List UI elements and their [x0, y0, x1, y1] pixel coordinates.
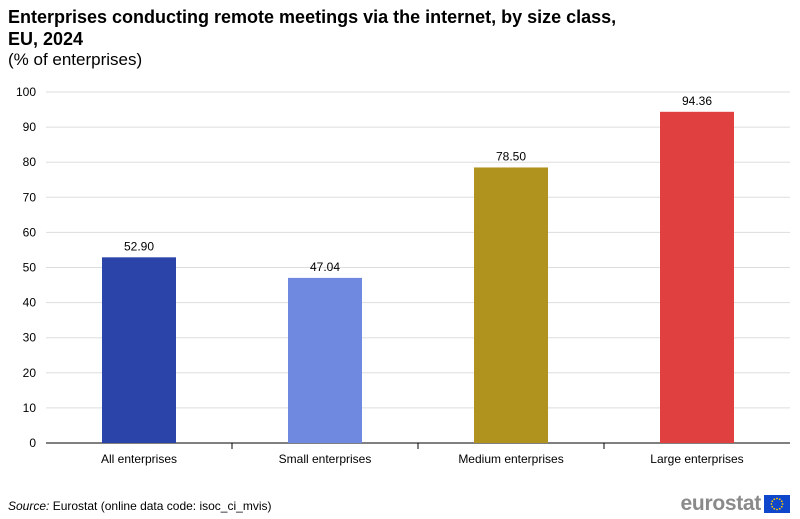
eu-flag-icon [764, 495, 790, 513]
bar [102, 257, 176, 443]
flag-star [780, 500, 783, 503]
chart-subtitle: (% of enterprises) [8, 50, 143, 69]
y-tick-label: 100 [16, 85, 36, 99]
data-label: 78.50 [496, 149, 526, 163]
data-label: 47.04 [310, 260, 340, 274]
bar [474, 167, 548, 443]
y-tick-label: 30 [23, 331, 37, 345]
flag-star [781, 503, 784, 505]
flag-star [773, 507, 776, 510]
flag-star [771, 500, 774, 503]
y-tick-label: 80 [23, 155, 37, 169]
chart-title: Enterprises conducting remote meetings v… [8, 7, 617, 49]
y-tick-label: 70 [23, 190, 37, 204]
source-text: Eurostat (online data code: isoc_ci_mvis… [52, 499, 272, 513]
flag-star [780, 505, 783, 508]
y-tick-label: 0 [29, 436, 36, 450]
x-tick-label: Large enterprises [650, 452, 743, 466]
y-tick-label: 60 [23, 225, 37, 239]
flag-star [773, 498, 776, 501]
y-tick-label: 10 [23, 401, 37, 415]
source-label: Source: [8, 499, 50, 513]
source-note: Source: Eurostat (online data code: isoc… [8, 499, 271, 513]
y-tick-label: 40 [23, 296, 37, 310]
eurostat-logo: eurostat [681, 492, 790, 516]
data-label: 94.36 [682, 94, 712, 108]
x-tick-label: All enterprises [101, 452, 177, 466]
logo-text: eurostat [680, 492, 762, 515]
flag-star [771, 505, 774, 508]
bar [660, 111, 734, 444]
flag-star [770, 503, 773, 505]
flag-star [778, 507, 781, 510]
x-tick-label: Small enterprises [279, 452, 372, 466]
flag-star [776, 497, 778, 500]
flag-star [776, 508, 778, 511]
y-tick-label: 50 [23, 261, 37, 275]
flag-star [778, 498, 781, 501]
bar [288, 277, 362, 443]
data-label: 52.90 [124, 239, 154, 253]
y-tick-label: 90 [23, 120, 37, 134]
x-tick-label: Medium enterprises [458, 452, 563, 466]
y-tick-label: 20 [23, 366, 37, 380]
